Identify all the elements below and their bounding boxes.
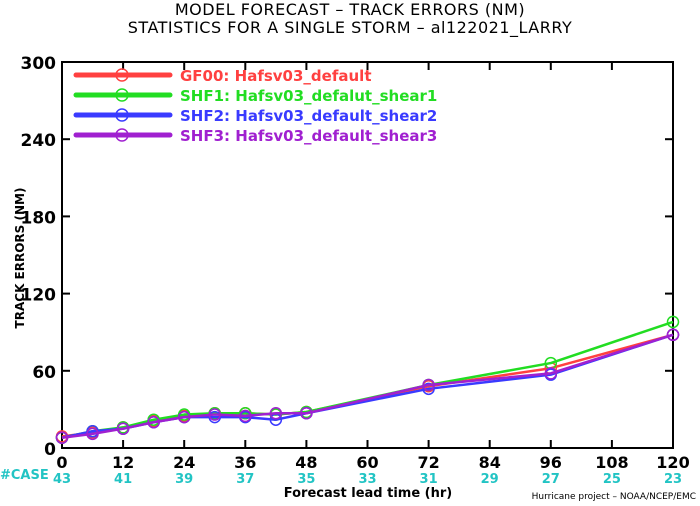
data-point bbox=[239, 409, 252, 423]
y-tick-label: 240 bbox=[21, 131, 57, 151]
data-point bbox=[269, 407, 283, 420]
x-axis-label: Forecast lead time (hr) bbox=[283, 486, 453, 501]
y-tick-label: 300 bbox=[21, 54, 57, 74]
case-count: 39 bbox=[175, 472, 193, 487]
case-count: 27 bbox=[542, 472, 560, 487]
y-tick-label: 0 bbox=[44, 440, 56, 460]
x-tick-label: 36 bbox=[234, 453, 256, 472]
data-point bbox=[422, 382, 435, 396]
case-count: 31 bbox=[420, 472, 438, 487]
credit-text: Hurricane project – NOAA/NCEP/EMC bbox=[531, 492, 696, 502]
data-point bbox=[177, 410, 191, 424]
x-tick-label: 48 bbox=[295, 453, 317, 472]
x-tick-label: 60 bbox=[356, 453, 378, 472]
x-tick-label: 24 bbox=[173, 453, 195, 472]
y-axis-label: TRACK ERRORS (NM) bbox=[13, 187, 27, 329]
data-point bbox=[666, 315, 680, 329]
x-tick-label: 96 bbox=[540, 453, 562, 472]
x-tick-label: 120 bbox=[656, 453, 689, 472]
y-tick-label: 120 bbox=[21, 286, 57, 306]
legend-marker bbox=[115, 88, 129, 102]
x-tick-label: 72 bbox=[417, 453, 439, 472]
data-point bbox=[544, 367, 558, 380]
legend-entry: GF00: Hafsv03_default bbox=[180, 67, 371, 85]
chart-title: MODEL FORECAST – TRACK ERRORS (NM) bbox=[174, 0, 526, 19]
y-tick-label: 180 bbox=[21, 208, 57, 228]
legend-marker bbox=[115, 68, 129, 82]
case-count: 33 bbox=[358, 472, 376, 487]
series-line bbox=[61, 333, 674, 439]
chart-subtitle: STATISTICS FOR A SINGLE STORM – al122021… bbox=[127, 18, 573, 37]
data-point bbox=[666, 328, 680, 342]
case-count-label: #CASE bbox=[0, 468, 49, 483]
x-tick-label: 0 bbox=[56, 453, 67, 472]
x-tick-label: 12 bbox=[112, 453, 134, 472]
legend-entry: SHF1: Hafsv03_defalut_shear1 bbox=[180, 87, 437, 105]
data-point bbox=[147, 416, 160, 429]
case-count: 41 bbox=[114, 472, 132, 487]
y-tick-label: 60 bbox=[32, 363, 56, 383]
data-point bbox=[300, 407, 313, 420]
x-tick-label: 84 bbox=[479, 453, 501, 472]
data-point bbox=[116, 422, 130, 435]
data-point bbox=[422, 378, 435, 392]
data-point bbox=[208, 408, 221, 421]
legend-marker bbox=[115, 128, 129, 142]
legend-marker bbox=[115, 108, 129, 122]
case-count: 43 bbox=[53, 472, 71, 487]
data-point bbox=[86, 427, 99, 441]
case-count: 25 bbox=[603, 472, 621, 487]
x-tick-label: 108 bbox=[595, 453, 628, 472]
legend-entry: SHF2: Hafsv03_default_shear2 bbox=[180, 107, 437, 125]
case-count: 23 bbox=[664, 472, 682, 487]
case-count: 35 bbox=[297, 472, 315, 487]
data-point bbox=[55, 431, 69, 444]
case-count: 29 bbox=[481, 472, 499, 487]
case-count: 37 bbox=[236, 472, 254, 487]
legend-entry: SHF3: Hafsv03_default_shear3 bbox=[180, 127, 437, 145]
series-line bbox=[61, 320, 674, 439]
